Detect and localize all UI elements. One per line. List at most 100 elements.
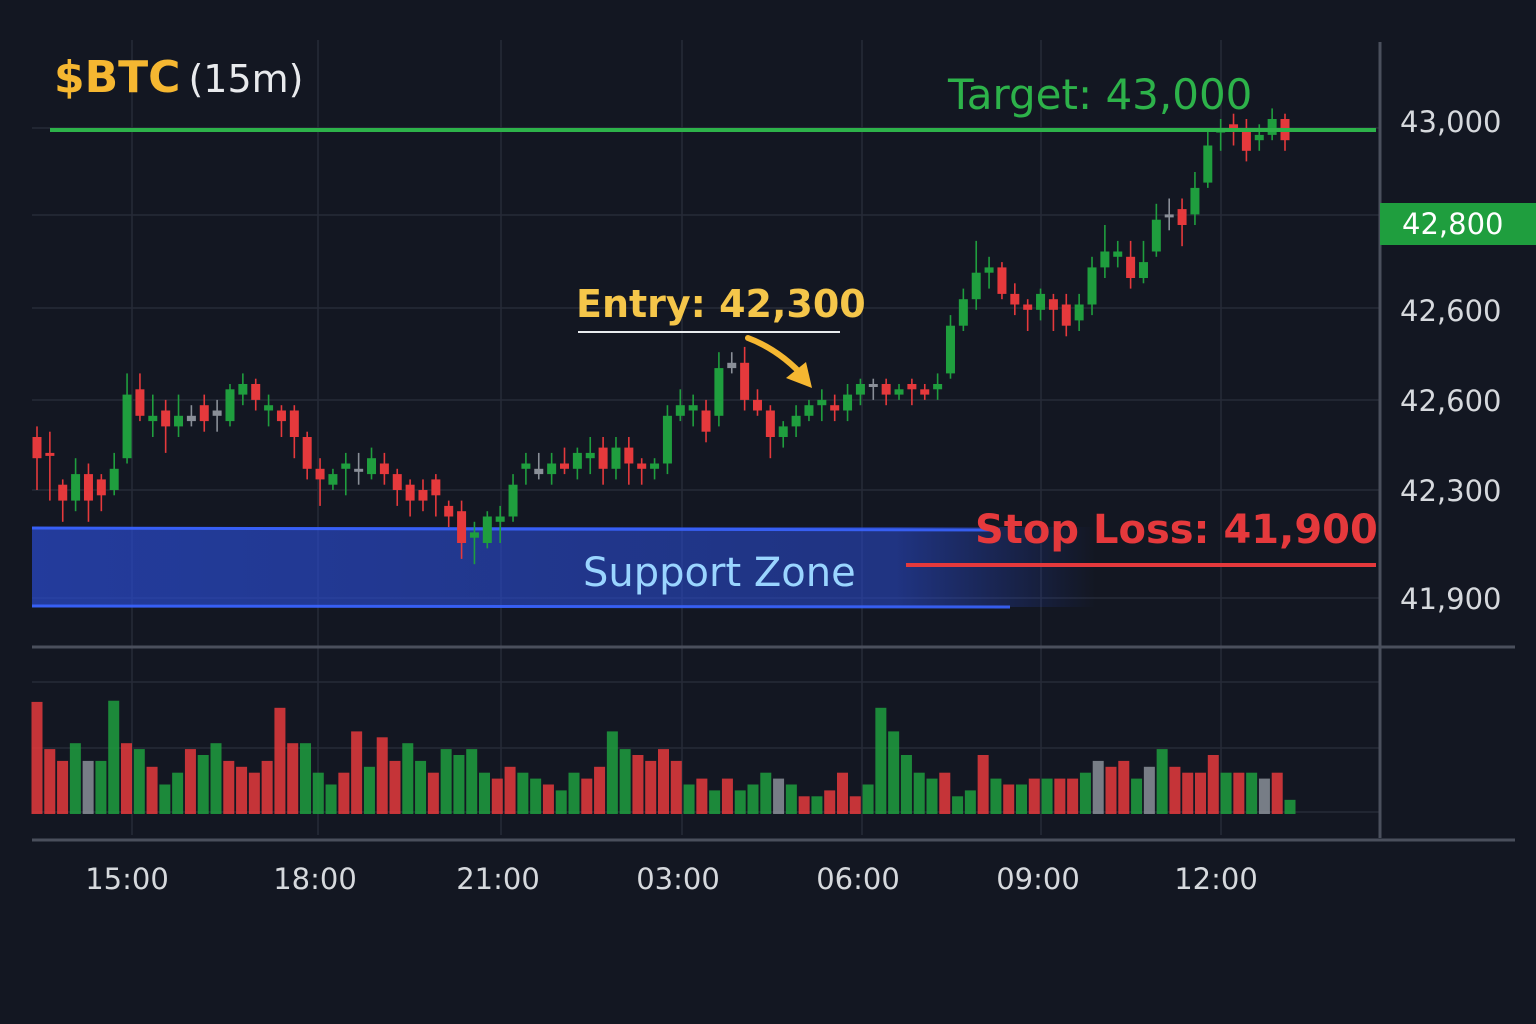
y-tick-label: 42,600: [1400, 384, 1502, 418]
volume-bar: [363, 766, 375, 814]
volume-bar: [261, 760, 273, 814]
x-tick-label: 18:00: [273, 862, 357, 896]
volume-bar: [670, 760, 682, 814]
volume-bar: [440, 749, 452, 814]
volume-bar: [658, 749, 669, 814]
volume-bar: [990, 778, 1002, 814]
candle-body: [598, 447, 608, 469]
candle-body: [1087, 267, 1097, 305]
volume-bar: [1079, 772, 1091, 814]
x-tick-label: 12:00: [1174, 862, 1258, 896]
volume-bar: [683, 784, 695, 814]
target-annotation: Target: 43,000: [948, 70, 1253, 119]
volume-bar: [1028, 778, 1040, 814]
volume-bar: [1195, 772, 1206, 814]
volume-bar: [274, 707, 286, 814]
volume-bar: [223, 760, 235, 814]
volume-bar: [210, 743, 222, 814]
candle-body: [1061, 304, 1071, 326]
support-zone-top-edge: [31, 526, 1001, 532]
volume-bar: [95, 760, 107, 814]
candle-body: [1151, 219, 1161, 252]
stop-loss-annotation: Stop Loss: 41,900: [975, 507, 1378, 553]
chart-title: $BTC (15m): [54, 52, 304, 103]
volume-bar: [491, 778, 503, 814]
candle-body: [457, 511, 467, 543]
volume-bar: [453, 755, 465, 814]
candle-body: [1190, 187, 1200, 215]
candle-body: [547, 463, 557, 475]
candle-body: [199, 405, 209, 422]
volume-bar: [197, 755, 209, 814]
candle-body: [109, 468, 119, 490]
candle-body: [431, 479, 441, 496]
volume-bar: [760, 772, 772, 814]
volume-bar: [121, 743, 132, 814]
x-tick-label: 21:00: [456, 862, 540, 896]
candle-body: [367, 458, 377, 475]
volume-bar: [415, 760, 427, 814]
candle-body: [405, 484, 415, 501]
volume-bar: [913, 772, 925, 814]
candle-body: [32, 437, 42, 459]
volume-bar: [427, 772, 439, 814]
candle-body: [945, 325, 955, 374]
volume-bar: [69, 743, 81, 814]
candle-body: [585, 452, 595, 459]
y-tick-label: 43,000: [1400, 105, 1502, 139]
candle-body: [984, 267, 994, 273]
volume-bar: [1207, 755, 1219, 814]
volume-bar: [594, 766, 606, 814]
candle-body: [624, 447, 634, 464]
candle-body: [830, 405, 840, 411]
candle-body: [688, 405, 698, 411]
entry-arrowhead-icon: [786, 362, 812, 388]
volume-bar: [402, 743, 414, 814]
volume-bar: [312, 772, 324, 814]
volume-bar: [952, 796, 964, 814]
volume-bar: [734, 790, 746, 814]
volume-bar: [376, 737, 388, 814]
candle-body: [997, 267, 1007, 294]
candle-body: [341, 463, 351, 469]
candle-body: [1254, 134, 1264, 141]
candle-body: [714, 368, 724, 416]
candle-body: [560, 463, 570, 469]
volume-bar: [798, 796, 810, 814]
y-tick-label: 42,600: [1400, 294, 1502, 328]
volume-bar: [133, 749, 145, 814]
candle-body: [469, 532, 479, 538]
candle-body: [1023, 304, 1033, 310]
volume-bar: [389, 760, 401, 814]
support-zone-bottom-edge: [31, 604, 1011, 609]
volume-bar: [1246, 772, 1258, 814]
candle-body: [1138, 262, 1148, 278]
candle-body: [96, 479, 106, 496]
candle-body: [1074, 304, 1084, 321]
candle-body: [817, 399, 827, 406]
volume-bar: [900, 755, 912, 814]
candle-body: [161, 410, 171, 427]
current-price-badge: 42,800: [1380, 203, 1536, 245]
volume-bar: [1156, 749, 1168, 814]
volume-bar: [466, 749, 478, 814]
volume-bar: [504, 766, 516, 814]
volume-bar: [236, 766, 248, 814]
candle-body: [920, 389, 930, 395]
volume-bar: [530, 778, 542, 814]
volume-bar: [1220, 772, 1232, 814]
candle-body: [225, 389, 235, 422]
symbol-label: $BTC: [54, 52, 181, 103]
volume-bar: [939, 772, 951, 814]
candle-body: [148, 415, 158, 422]
volume-bar: [300, 743, 311, 814]
volume-bar: [926, 778, 938, 814]
candle-body: [868, 384, 878, 387]
volume-bar: [1182, 772, 1194, 814]
volume-bar: [1041, 778, 1053, 814]
volume-bar: [875, 707, 887, 814]
candle-body: [1267, 119, 1277, 135]
candle-body: [45, 452, 55, 456]
candle-body: [315, 468, 325, 480]
candle-body: [958, 299, 968, 326]
